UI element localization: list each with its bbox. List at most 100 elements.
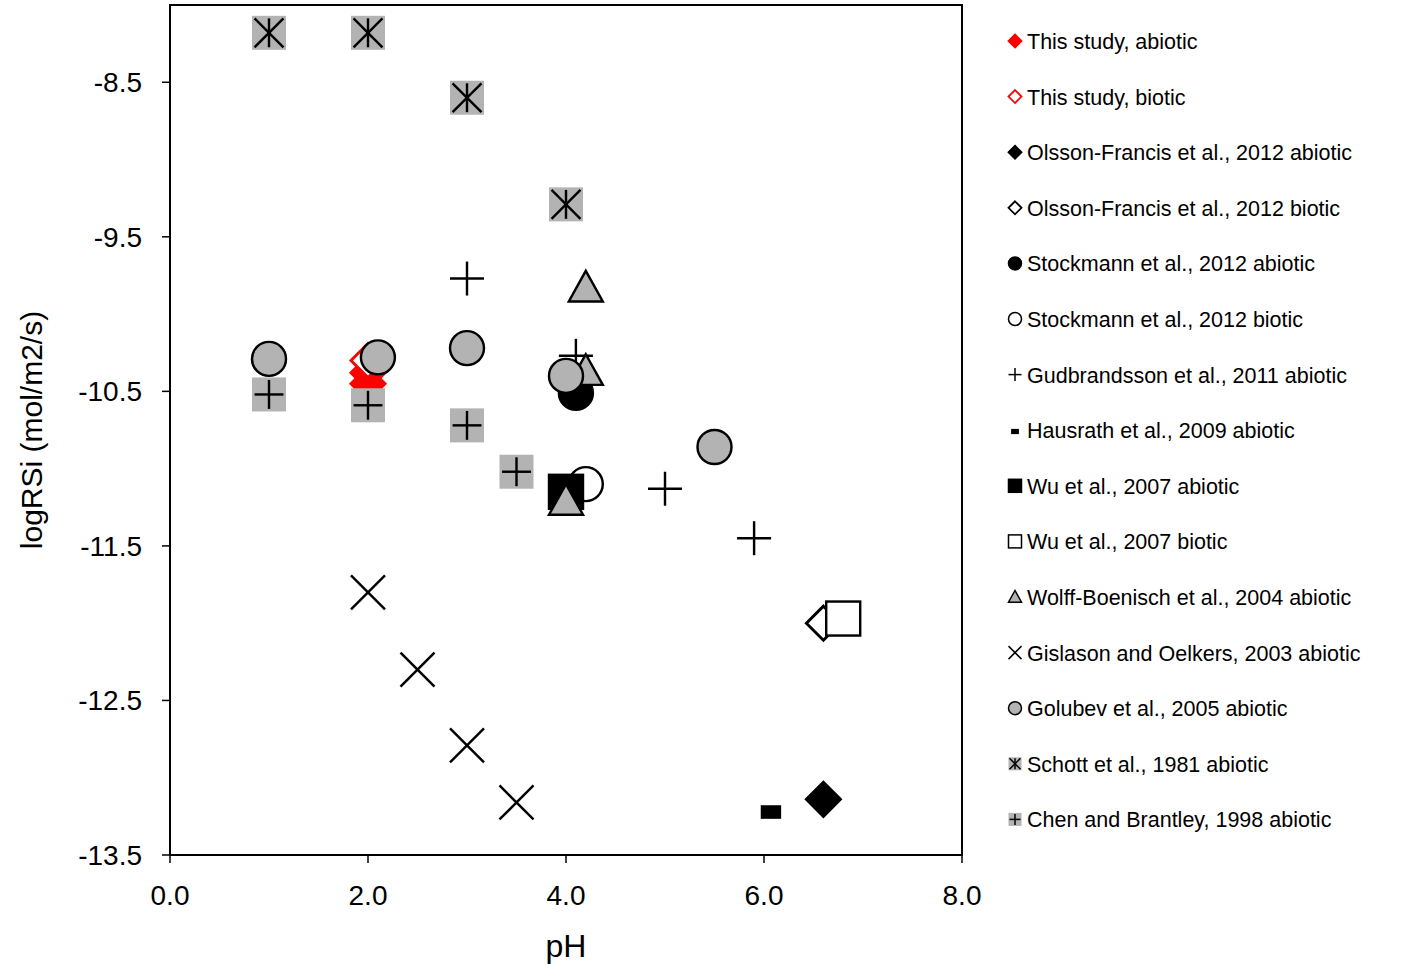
marker-part <box>1009 646 1022 659</box>
point <box>500 785 534 819</box>
legend-label: This study, biotic <box>1027 86 1186 110</box>
x-tick-label: 8.0 <box>943 880 982 911</box>
marker-part <box>401 653 435 687</box>
legend-marker <box>1011 429 1019 434</box>
point <box>450 262 484 296</box>
series <box>252 331 732 464</box>
marker-part <box>1009 813 1022 826</box>
marker-part <box>1009 646 1022 659</box>
point <box>549 484 583 515</box>
legend-label: Stockmann et al., 2012 abiotic <box>1027 252 1315 276</box>
legend-label: Golubev et al., 2005 abiotic <box>1027 697 1288 721</box>
legend-marker <box>1009 757 1022 770</box>
marker-part <box>1011 429 1019 434</box>
series <box>826 602 860 636</box>
series <box>761 805 781 819</box>
marker-part <box>500 785 534 819</box>
marker-part <box>252 342 286 376</box>
y-tick-label: -9.5 <box>94 222 142 253</box>
marker-part <box>698 430 732 464</box>
point <box>450 408 484 442</box>
marker-part <box>453 424 482 426</box>
marker-part <box>351 575 385 609</box>
x-tick-label: 2.0 <box>349 880 388 911</box>
legend-label: Gudbrandsson et al., 2011 abiotic <box>1027 364 1347 388</box>
marker-part <box>569 271 603 302</box>
marker-part <box>255 393 284 395</box>
marker-part <box>450 728 484 762</box>
legend-marker <box>1009 535 1022 548</box>
marker-part <box>1009 819 1020 821</box>
chart: -8.5-9.5-10.5-11.5-12.5-13.50.02.04.06.0… <box>0 0 1419 970</box>
legend-marker <box>1009 257 1022 270</box>
y-tick-label: -10.5 <box>78 376 142 407</box>
legend-marker <box>1009 813 1022 826</box>
point <box>401 653 435 687</box>
point <box>549 187 583 221</box>
data-points <box>252 16 860 820</box>
y-axis-label: logRSi (mol/m2/s) <box>15 311 48 549</box>
legend-marker <box>1009 479 1022 492</box>
legend-marker <box>1009 702 1022 715</box>
marker-part <box>1009 146 1022 159</box>
marker-part <box>450 408 484 442</box>
series <box>806 782 840 816</box>
legend-label: Olsson-Francis et al., 2012 biotic <box>1027 197 1340 221</box>
marker-part <box>1009 757 1022 770</box>
y-tick <box>162 391 170 393</box>
point <box>450 81 484 115</box>
marker-part <box>549 359 583 393</box>
legend-label: Wu et al., 2007 biotic <box>1027 530 1228 554</box>
legend-marker <box>1009 90 1022 103</box>
marker-part <box>351 575 385 609</box>
legend-label: This study, abiotic <box>1027 30 1198 54</box>
y-tick <box>162 236 170 238</box>
marker-part <box>500 455 534 489</box>
marker-part <box>1009 201 1022 214</box>
point <box>549 359 583 393</box>
marker-part <box>1009 535 1022 548</box>
x-tick <box>961 855 963 863</box>
marker-part <box>1009 479 1022 492</box>
marker-part <box>466 262 468 296</box>
marker-part <box>500 785 534 819</box>
point <box>806 782 840 816</box>
point <box>252 16 286 50</box>
legend-label: Hausrath et al., 2009 abiotic <box>1027 419 1295 443</box>
x-tick <box>367 855 369 863</box>
point <box>698 430 732 464</box>
marker-part <box>549 187 583 221</box>
y-tick <box>162 700 170 702</box>
series <box>252 377 534 488</box>
x-tick <box>565 855 567 863</box>
x-tick-label: 0.0 <box>151 880 190 911</box>
legend-marker <box>1009 146 1022 159</box>
marker-part <box>252 377 286 411</box>
marker-part <box>351 388 385 422</box>
series <box>450 262 771 556</box>
point <box>252 342 286 376</box>
marker-part <box>806 782 840 816</box>
legend-label: Schott et al., 1981 abiotic <box>1027 753 1269 777</box>
marker-part <box>453 83 482 112</box>
legend-label: Wu et al., 2007 abiotic <box>1027 475 1240 499</box>
y-tick <box>162 545 170 547</box>
y-tick-label: -13.5 <box>78 840 142 871</box>
x-tick <box>169 855 171 863</box>
marker-part <box>255 18 284 47</box>
y-tick-label: -8.5 <box>94 67 142 98</box>
marker-part <box>252 16 286 50</box>
point <box>351 575 385 609</box>
point <box>351 16 385 50</box>
marker-part <box>453 83 482 112</box>
marker-part <box>354 18 383 47</box>
y-tick <box>162 82 170 84</box>
legend-marker <box>1009 313 1022 326</box>
marker-part <box>826 602 860 636</box>
point <box>351 388 385 422</box>
point <box>361 340 395 374</box>
marker-part <box>450 81 484 115</box>
marker-part <box>664 472 666 506</box>
point <box>500 455 534 489</box>
marker-part <box>354 404 383 406</box>
